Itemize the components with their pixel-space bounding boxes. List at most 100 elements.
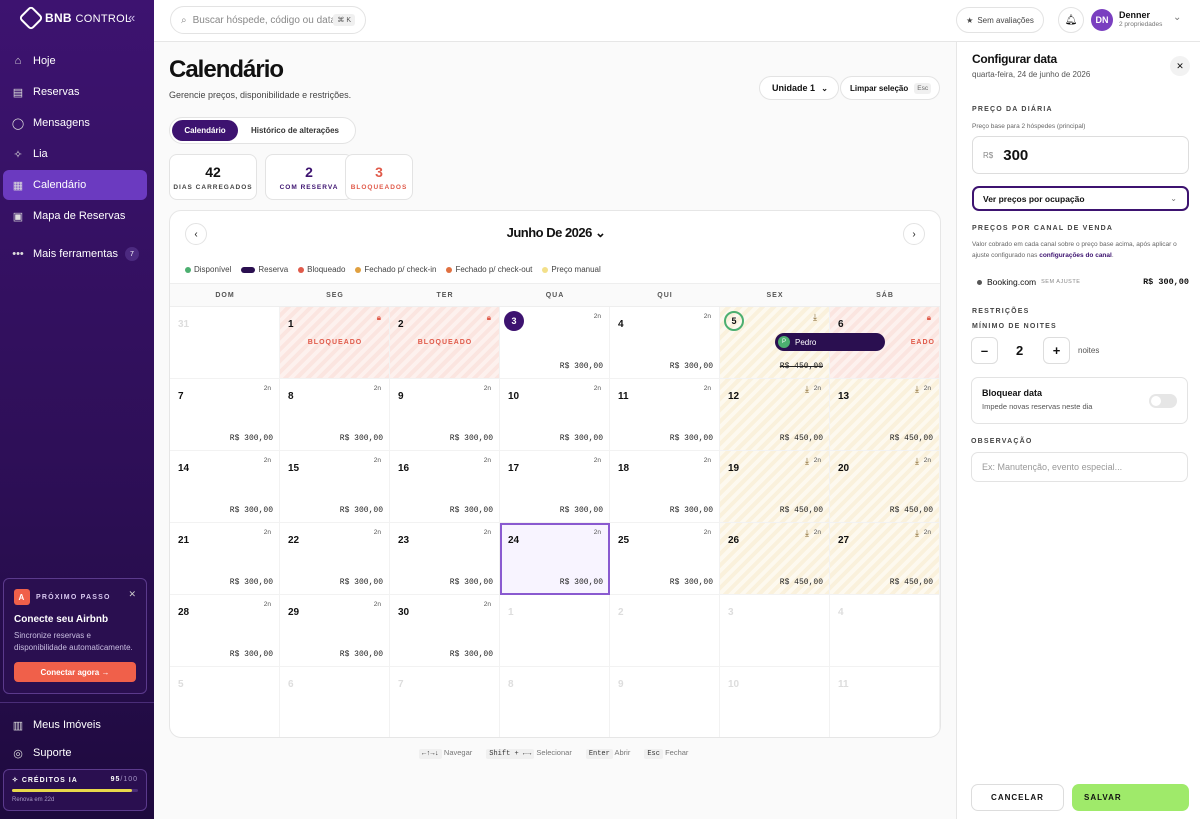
calendar-day[interactable]: 18 2n R$ 300,00 [610,451,720,523]
avatar[interactable]: DN [1091,9,1113,31]
sidebar-item-lia[interactable]: ✧ Lia [3,139,147,169]
prev-month-button[interactable]: ‹ [185,223,207,245]
calendar-day[interactable]: 4 2n R$ 300,00 [610,307,720,379]
sidebar-item-mais-ferramentas[interactable]: ••• Mais ferramentas 7 [3,239,147,269]
day-price: R$ 300,00 [669,506,713,515]
price-input[interactable]: R$ 300 [972,136,1189,174]
increase-nights-button[interactable]: + [1043,337,1070,364]
calendar-day[interactable]: 19 2n ⤓ R$ 450,00 [720,451,830,523]
calendar-day[interactable]: 14 2n R$ 300,00 [170,451,280,523]
stat-reserved: 2 COM RESERVA [265,154,353,200]
sidebar-item-calendario[interactable]: ▦ Calendário [3,170,147,200]
calendar-day[interactable]: 12 2n ⤓ R$ 450,00 [720,379,830,451]
occupancy-prices-select[interactable]: Ver preços por ocupação ⌄ [972,186,1189,211]
min-nights-label: 2n [483,529,491,536]
day-number: 21 [178,535,190,546]
calendar-day[interactable]: 24 2n R$ 300,00 [500,523,610,595]
lock-icon: 🔒︎ [486,313,491,322]
nights-value[interactable]: 2 [1016,343,1024,358]
min-nights-label: 2n [263,385,271,392]
calendar-day[interactable]: 3 2n R$ 300,00 [500,307,610,379]
close-icon[interactable]: ✕ [128,589,136,599]
calendar-day[interactable]: 8 2n R$ 300,00 [280,379,390,451]
calendar-day[interactable]: 13 2n ⤓ R$ 450,00 [830,379,940,451]
tab-calendario[interactable]: Calendário [172,120,238,141]
calendar-day[interactable]: 10 2n R$ 300,00 [500,379,610,451]
collapse-sidebar-icon[interactable]: « [128,10,136,25]
block-date-toggle[interactable] [1149,394,1177,408]
keyboard-hint: Esc Fechar [644,748,688,759]
day-price: R$ 300,00 [449,434,493,443]
clear-selection-button[interactable]: Limpar seleção Esc [840,76,940,100]
min-nights-label: 2n [593,385,601,392]
day-number: 11 [618,391,629,402]
min-nights-label: 2n [593,529,601,536]
calendar-day[interactable]: 29 2n R$ 300,00 [280,595,390,667]
sidebar-item-mapa[interactable]: ▣ Mapa de Reservas [12,210,126,223]
sidebar-item-reservas[interactable]: ▤ Reservas [12,86,80,99]
observation-input[interactable]: Ex: Manutenção, evento especial... [971,452,1188,482]
bell-icon[interactable]: 🔔︎ [1058,7,1084,33]
day-number: 11 [838,679,849,690]
unit-select[interactable]: Unidade 1 ⌄ [759,76,839,100]
sidebar-item-meus-imoveis[interactable]: ▥ Meus Imóveis [12,719,101,732]
calendar-day[interactable]: 20 2n ⤓ R$ 450,00 [830,451,940,523]
day-number: 4 [618,319,624,330]
calendar-day[interactable]: 17 2n R$ 300,00 [500,451,610,523]
cancel-button[interactable]: CANCELAR [971,784,1064,811]
calendar-day[interactable]: 23 2n R$ 300,00 [390,523,500,595]
save-button[interactable]: SALVAR [1072,784,1189,811]
chevron-down-icon: ⌄ [1170,194,1177,203]
chevron-down-icon[interactable]: ⌄ [1173,12,1182,23]
sidebar-item-suporte[interactable]: ◎ Suporte [3,738,147,768]
user-name[interactable]: Denner [1119,10,1151,20]
weekday-label: DOM [215,292,235,299]
sidebar-item-mensagens[interactable]: ◯ Mensagens [11,117,90,130]
calendar-day[interactable]: 26 2n ⤓ R$ 450,00 [720,523,830,595]
channel-settings-link[interactable]: configurações do canal [1039,252,1112,259]
next-month-button[interactable]: › [903,223,925,245]
day-number: 26 [728,535,740,546]
keyboard-hints: ←↑→↓ Navegar Shift + ←→ Selecionar Enter A… [419,748,688,759]
calendar-day[interactable]: 15 2n R$ 300,00 [280,451,390,523]
booking-bar[interactable]: P Pedro [775,333,885,351]
tab-historico[interactable]: Histórico de alterações [250,126,340,135]
connect-airbnb-button[interactable]: Conectar agora → [14,662,136,682]
day-number: 7 [398,679,404,690]
month-title[interactable]: Junho De 2026 ⌄ [506,225,606,240]
page-title: Calendário [169,56,284,83]
calendar-day[interactable]: 21 2n R$ 300,00 [170,523,280,595]
search-input[interactable]: ⌕ Buscar hóspede, código ou data ⌘ K [170,6,366,34]
calendar-day[interactable]: 16 2n R$ 300,00 [390,451,500,523]
building-icon: ▥ [12,719,24,732]
day-price: R$ 450,00 [889,578,933,587]
decrease-nights-button[interactable]: – [971,337,998,364]
calendar-day[interactable]: 30 2n R$ 300,00 [390,595,500,667]
calendar-day[interactable]: 25 2n R$ 300,00 [610,523,720,595]
more-icon: ••• [12,248,24,260]
day-number: 2 [398,319,404,330]
calendar-day: 31 [170,307,280,379]
legend-item: Preço manual [542,265,601,274]
keyboard-hint: Enter Abrir [585,748,630,759]
sidebar-item-hoje[interactable]: ⌂ Hoje [3,46,147,76]
calendar-day[interactable]: 9 2n R$ 300,00 [390,379,500,451]
calendar-day[interactable]: 11 2n R$ 300,00 [610,379,720,451]
panel-date: quarta-feira, 24 de junho de 2026 [972,70,1091,79]
logo[interactable]: BNB CONTROL [18,5,131,31]
calendar-day[interactable]: 2 🔒︎ BLOQUEADO [390,307,500,379]
min-nights-label: 2n [483,457,491,464]
day-price: R$ 300,00 [669,578,713,587]
calendar-day[interactable]: 7 2n R$ 300,00 [170,379,280,451]
day-price: R$ 450,00 [779,578,823,587]
calendar-day[interactable]: 27 2n ⤓ R$ 450,00 [830,523,940,595]
ai-credits[interactable]: ✧ CRÉDITOS IA 95/100 Renova em 22d [3,769,147,811]
close-icon[interactable]: ✕ [1170,56,1190,76]
promo-desc: Sincronize reservas e disponibilidade au… [14,631,133,652]
calendar-day[interactable]: 28 2n R$ 300,00 [170,595,280,667]
calendar-day: 7 [390,667,500,737]
calendar-day[interactable]: 1 🔒︎ BLOQUEADO [280,307,390,379]
calendar-day[interactable]: 22 2n R$ 300,00 [280,523,390,595]
rating-badge[interactable]: ★ Sem avaliações [956,7,1044,33]
calendar-day: 10 [720,667,830,737]
